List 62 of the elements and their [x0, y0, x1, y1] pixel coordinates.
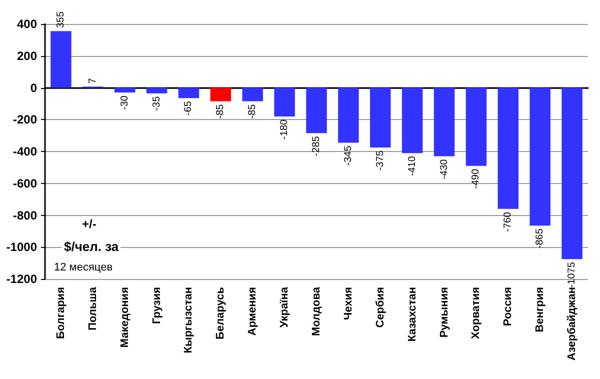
bar: [402, 88, 423, 154]
y-tick-label: -1200: [6, 272, 38, 286]
bar: [562, 88, 582, 260]
bar: [498, 88, 519, 209]
y-tick-label: -200: [12, 112, 38, 127]
x-tick-label: Сербия: [374, 287, 386, 328]
x-tick-label: Молдова: [310, 286, 322, 336]
bar: [306, 88, 327, 134]
y-tick-label: 0: [30, 80, 38, 95]
x-tick-label: Россия: [502, 287, 514, 326]
annotation: +/-: [82, 217, 96, 231]
data-label: -285: [311, 136, 322, 156]
bar: [178, 88, 200, 98]
bar: [146, 88, 168, 94]
x-tick-label: Грузия: [150, 287, 163, 324]
x-tick-label: Казахстан: [406, 287, 418, 342]
y-tick-label: -1000: [6, 240, 38, 254]
bar: [274, 88, 295, 116]
data-label: -375: [374, 150, 386, 171]
y-tick-label: 200: [16, 48, 38, 63]
data-label: -180: [279, 119, 290, 140]
x-tick-label: Беларусь: [214, 286, 227, 340]
bar: [434, 88, 455, 156]
data-label: -85: [247, 104, 258, 119]
annotation: $/чел. за: [64, 239, 120, 254]
y-tick-label: -800: [12, 208, 38, 222]
data-label: -430: [438, 158, 450, 180]
x-tick-label: Україна: [278, 286, 291, 328]
x-tick-label: Хорватия: [470, 287, 482, 339]
bar: [50, 31, 72, 88]
y-tick-label: -400: [12, 144, 38, 158]
data-label: -85: [215, 104, 226, 119]
data-label: -65: [183, 100, 194, 116]
x-tick-label: Польша: [86, 286, 99, 330]
data-label: -30: [119, 95, 130, 110]
x-tick-label: Армения: [246, 287, 259, 336]
bar: [242, 88, 263, 102]
bar: [530, 88, 550, 226]
data-label: -35: [151, 96, 162, 111]
bar: [114, 88, 136, 93]
data-label: 355: [55, 11, 66, 28]
bar: [338, 88, 359, 143]
y-tick-label: 400: [16, 17, 38, 31]
x-tick-label: Венгрия: [534, 287, 546, 332]
x-tick-label: Кыргызстан: [182, 287, 195, 354]
annotation: 12 месяцев: [54, 262, 113, 274]
data-label: -1075: [566, 262, 578, 288]
x-tick-label: Румыния: [438, 287, 450, 338]
bar: [370, 88, 391, 148]
x-tick-label: Азербайджан: [566, 287, 578, 360]
data-label: -345: [342, 145, 354, 166]
bar: [210, 88, 232, 102]
y-tick-label: -600: [12, 176, 38, 190]
x-tick-label: Болгария: [54, 287, 67, 339]
data-label: -760: [502, 211, 514, 232]
bar: [466, 88, 487, 166]
data-label: -410: [406, 156, 418, 176]
data-label: 7: [87, 78, 98, 84]
data-label: -865: [534, 228, 546, 249]
x-tick-label: Македония: [118, 287, 131, 348]
x-tick-label: Чехия: [342, 287, 354, 320]
data-label: -490: [470, 168, 482, 189]
